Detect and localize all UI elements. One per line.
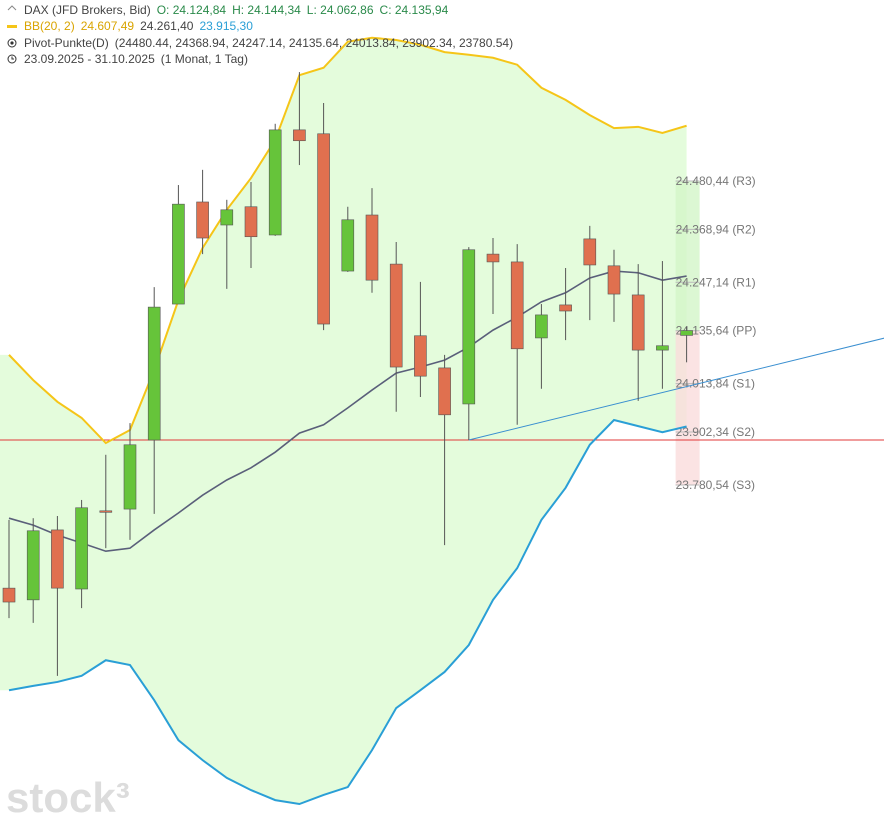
bb-icon <box>6 24 18 29</box>
legend-row: DAX (JFD Brokers, Bid) O: 24.124,84 H: 2… <box>6 2 513 18</box>
candle-body <box>414 335 427 377</box>
candle-body <box>389 263 403 368</box>
candle-body <box>317 133 330 325</box>
candle-body <box>123 444 137 510</box>
menu-icon[interactable] <box>6 5 18 15</box>
legend-row: Pivot-Punkte(D) (24480.44, 24368.94, 242… <box>6 35 513 51</box>
pivot-label: 24.247,14 (R1) <box>676 275 756 289</box>
candle-body <box>607 265 621 295</box>
interval: (1 Monat, 1 Tag) <box>160 52 248 67</box>
candle-body <box>244 206 258 238</box>
candle-body <box>510 261 524 350</box>
candle-body <box>196 201 209 239</box>
candle-body <box>462 249 476 405</box>
candle-body <box>268 129 282 236</box>
candle-body <box>680 330 693 336</box>
clock-icon <box>6 54 18 64</box>
candle-body <box>341 219 355 272</box>
ohlc-high: H: 24.144,34 <box>232 3 301 17</box>
bb-middle: 24.261,40 <box>140 19 194 34</box>
candle-body <box>293 129 306 142</box>
candle-body <box>535 314 548 339</box>
candle-body <box>220 209 234 226</box>
pivot-label: 24.480,44 (R3) <box>676 174 756 188</box>
ohlc-open: O: 24.124,84 <box>156 3 227 17</box>
icon <box>7 38 17 48</box>
legend-row: 23.09.2025 - 31.10.2025 (1 Monat, 1 Tag) <box>6 51 513 67</box>
icon <box>7 24 17 28</box>
trendline <box>468 337 884 441</box>
pivot-values: (24480.44, 24368.94, 24247.14, 24135.64,… <box>114 35 514 50</box>
period: 23.09.2025 - 31.10.2025 <box>24 52 155 67</box>
candle-body <box>147 306 161 441</box>
pivot-label: 24.013,84 (S1) <box>676 377 755 391</box>
pivot-icon <box>6 38 18 48</box>
pivot-label: 24.135,64 (PP) <box>676 324 757 338</box>
legend-row: BB(20, 2) 24.607,49 24.261,40 23.915,30 <box>6 18 513 34</box>
bb-upper: 24.607,49 <box>80 19 135 34</box>
ohlc-close: C: 24.135,94 <box>379 3 449 17</box>
icon <box>7 5 17 11</box>
pivot-label: 24.368,94 (R2) <box>676 222 756 236</box>
legend: DAX (JFD Brokers, Bid) O: 24.124,84 H: 2… <box>6 2 513 68</box>
ohlc-low: L: 24.062,86 <box>306 3 374 17</box>
candle-body <box>438 367 451 416</box>
band-upper <box>8 36 687 445</box>
candle-body <box>51 529 64 589</box>
bb-lower: 23.915,30 <box>199 19 253 34</box>
candle-body <box>26 530 40 601</box>
pivot-label: 23.780,54 (S3) <box>676 478 755 492</box>
band-fill <box>0 37 687 805</box>
pivot-label: 23.902,34 (S2) <box>676 425 755 439</box>
candle-body <box>2 587 16 603</box>
candle-body <box>365 214 379 281</box>
band-middle <box>8 270 687 553</box>
pivot-zone-below <box>675 330 700 485</box>
candle-body <box>583 238 597 266</box>
instrument: DAX (JFD Brokers, Bid) <box>24 3 151 17</box>
candle-body <box>99 510 113 513</box>
watermark: stock³ <box>6 774 130 814</box>
candle-body <box>656 345 669 351</box>
candle-body <box>631 294 645 351</box>
pivot-name: Pivot-Punkte(D) <box>24 35 109 50</box>
candle-body <box>559 304 572 312</box>
candle-body <box>75 507 88 590</box>
candle-body <box>172 203 185 305</box>
candle-body <box>486 253 500 263</box>
icon <box>7 54 17 64</box>
band-lower <box>8 418 687 806</box>
bb-name: BB(20, 2) <box>24 19 75 34</box>
pivot-zone-above <box>675 180 700 331</box>
